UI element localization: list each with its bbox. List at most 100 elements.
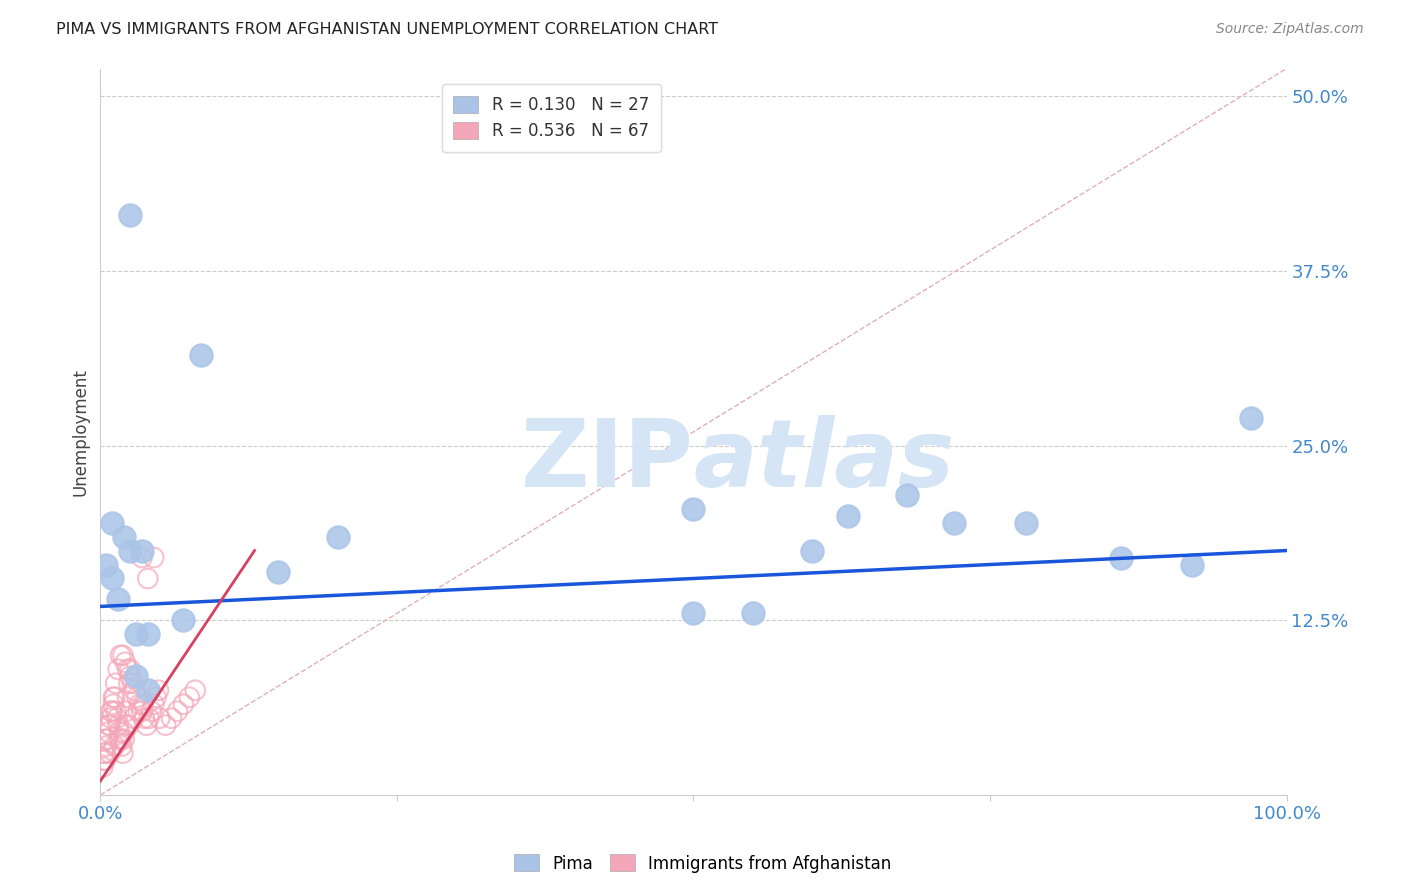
Point	[93, 746, 115, 760]
Point	[94, 746, 117, 760]
Point	[136, 627, 159, 641]
Point	[105, 711, 128, 725]
Point	[131, 704, 153, 718]
Point	[96, 732, 118, 747]
Point	[118, 543, 141, 558]
Point	[122, 711, 145, 725]
Text: ZIP: ZIP	[520, 415, 693, 507]
Point	[1109, 550, 1132, 565]
Point	[118, 676, 141, 690]
Point	[166, 704, 188, 718]
Point	[134, 711, 156, 725]
Point	[111, 739, 134, 754]
Point	[943, 516, 966, 530]
Point	[125, 627, 148, 641]
Point	[108, 732, 131, 747]
Point	[801, 543, 824, 558]
Point	[91, 760, 114, 774]
Point	[136, 683, 159, 698]
Point	[108, 725, 131, 739]
Text: Source: ZipAtlas.com: Source: ZipAtlas.com	[1216, 22, 1364, 37]
Point	[107, 662, 129, 676]
Point	[896, 488, 918, 502]
Point	[142, 698, 165, 712]
Point	[148, 683, 170, 698]
Point	[184, 683, 207, 698]
Point	[100, 704, 122, 718]
Point	[121, 676, 143, 690]
Point	[93, 753, 115, 767]
Point	[111, 746, 134, 760]
Point	[98, 718, 121, 732]
Point	[837, 508, 859, 523]
Point	[100, 711, 122, 725]
Point	[118, 662, 141, 676]
Point	[682, 501, 704, 516]
Point	[112, 725, 135, 739]
Point	[172, 614, 194, 628]
Point	[97, 725, 120, 739]
Legend: Pima, Immigrants from Afghanistan: Pima, Immigrants from Afghanistan	[508, 847, 898, 880]
Text: atlas: atlas	[693, 415, 955, 507]
Point	[114, 656, 136, 670]
Point	[101, 704, 124, 718]
Point	[118, 208, 141, 222]
Point	[110, 648, 132, 663]
Point	[103, 690, 125, 705]
Point	[124, 683, 146, 698]
Legend: R = 0.130   N = 27, R = 0.536   N = 67: R = 0.130 N = 27, R = 0.536 N = 67	[441, 84, 661, 153]
Point	[96, 739, 118, 754]
Point	[103, 739, 125, 754]
Point	[267, 565, 290, 579]
Point	[131, 543, 153, 558]
Point	[1240, 410, 1263, 425]
Point	[112, 530, 135, 544]
Point	[103, 690, 125, 705]
Point	[104, 676, 127, 690]
Point	[172, 698, 194, 712]
Point	[142, 550, 165, 565]
Point	[107, 718, 129, 732]
Point	[326, 530, 349, 544]
Point	[117, 662, 139, 676]
Point	[97, 718, 120, 732]
Point	[104, 704, 127, 718]
Point	[114, 718, 136, 732]
Point	[1014, 516, 1036, 530]
Point	[101, 516, 124, 530]
Point	[155, 718, 177, 732]
Point	[190, 348, 212, 362]
Point	[131, 550, 153, 565]
Point	[98, 746, 121, 760]
Y-axis label: Unemployment: Unemployment	[72, 368, 89, 496]
Point	[145, 690, 167, 705]
Point	[118, 669, 141, 683]
Point	[136, 572, 159, 586]
Point	[682, 607, 704, 621]
Point	[111, 648, 134, 663]
Point	[132, 698, 155, 712]
Point	[118, 718, 141, 732]
Point	[149, 711, 172, 725]
Point	[179, 690, 201, 705]
Point	[110, 732, 132, 747]
Point	[96, 732, 118, 747]
Point	[127, 690, 149, 705]
Point	[115, 704, 138, 718]
Point	[141, 704, 163, 718]
Point	[96, 558, 118, 572]
Point	[138, 711, 160, 725]
Point	[127, 704, 149, 718]
Point	[107, 592, 129, 607]
Point	[103, 698, 125, 712]
Point	[1181, 558, 1204, 572]
Point	[125, 669, 148, 683]
Point	[160, 711, 183, 725]
Point	[128, 698, 150, 712]
Point	[117, 690, 139, 705]
Point	[135, 718, 157, 732]
Point	[741, 607, 763, 621]
Point	[112, 732, 135, 747]
Point	[101, 572, 124, 586]
Point	[94, 753, 117, 767]
